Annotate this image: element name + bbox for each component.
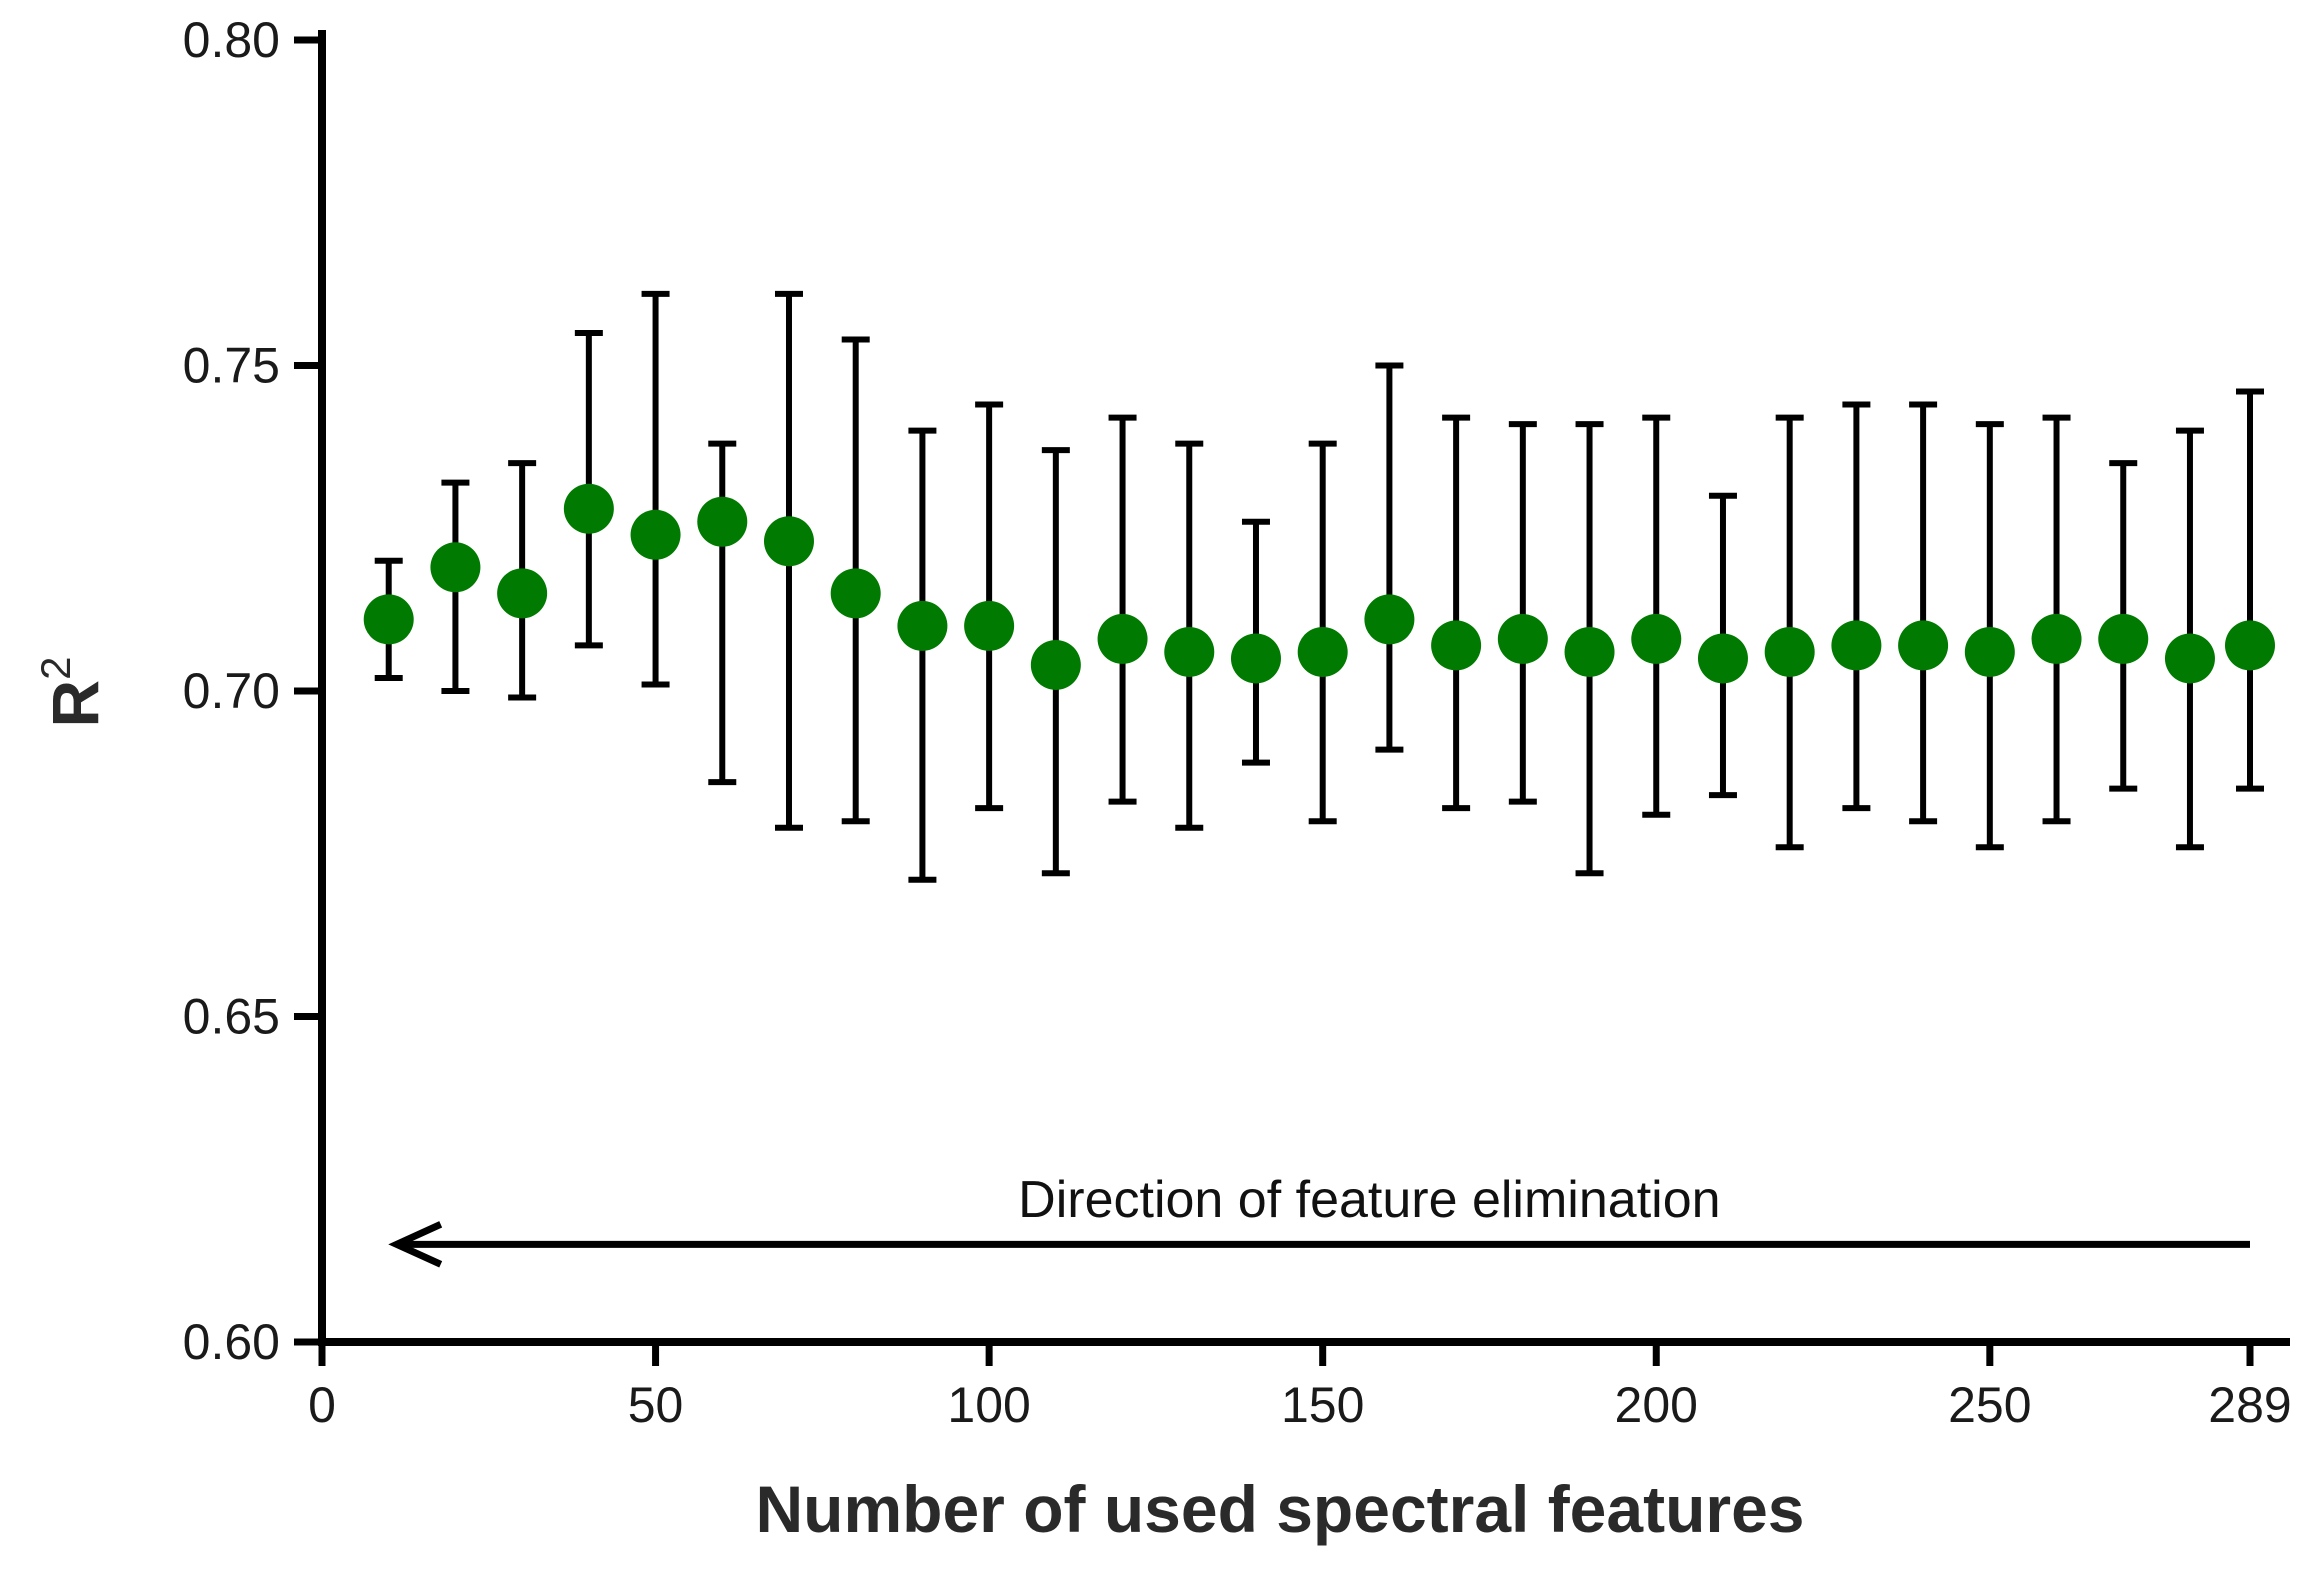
data-point — [1964, 626, 2015, 677]
x-tick-label: 200 — [1615, 1377, 1698, 1433]
data-point — [630, 509, 681, 560]
y-tick-label: 0.75 — [183, 338, 280, 394]
data-point — [363, 594, 414, 645]
arrow-head — [388, 1221, 443, 1268]
data-point — [430, 542, 481, 593]
data-point — [1898, 620, 1949, 671]
data-point — [1297, 626, 1348, 677]
data-point — [2031, 613, 2082, 664]
x-tick-label: 150 — [1281, 1377, 1364, 1433]
data-point — [1764, 626, 1815, 677]
x-tick-label: 250 — [1948, 1377, 2031, 1433]
data-point — [1564, 626, 1615, 677]
data-point — [1164, 626, 1215, 677]
data-point — [1030, 639, 1081, 690]
data-point — [1831, 620, 1882, 671]
y-axis-title: R2 — [32, 656, 112, 727]
x-tick-label: 0 — [308, 1377, 336, 1433]
y-tick-label: 0.80 — [183, 12, 280, 68]
y-tick-label: 0.70 — [183, 663, 280, 719]
data-point — [1431, 620, 1482, 671]
y-tick-label: 0.60 — [183, 1314, 280, 1370]
annotation: Direction of feature elimination — [388, 1171, 2250, 1268]
data-point — [763, 516, 814, 567]
data-marks — [363, 290, 2275, 883]
y-axis-title-base: R — [38, 680, 112, 728]
data-point — [563, 483, 614, 534]
x-tick-label: 289 — [2208, 1377, 2291, 1433]
data-point — [1364, 594, 1415, 645]
data-point — [1497, 613, 1548, 664]
data-point — [2225, 620, 2275, 671]
y-tick-label: 0.65 — [183, 989, 280, 1045]
axes: 0.60 0.65 0.70 0.75 0.80 0 50 100 150 200 250 289 — [183, 12, 2292, 1433]
data-point — [1097, 613, 1148, 664]
y-axis-title-superscript: 2 — [32, 656, 79, 679]
annotation-text: Direction of feature elimination — [1018, 1171, 1720, 1229]
data-point — [1631, 613, 1682, 664]
data-point — [2098, 613, 2149, 664]
data-point — [2164, 633, 2215, 684]
data-point — [964, 600, 1015, 651]
data-point — [1230, 633, 1281, 684]
data-point — [830, 568, 881, 619]
x-tick-label: 50 — [628, 1377, 684, 1433]
data-point — [1697, 633, 1748, 684]
x-axis-title: Number of used spectral features — [756, 1472, 1805, 1546]
data-point — [697, 496, 748, 547]
data-point — [897, 600, 948, 651]
data-point — [497, 568, 548, 619]
x-tick-label: 100 — [947, 1377, 1030, 1433]
